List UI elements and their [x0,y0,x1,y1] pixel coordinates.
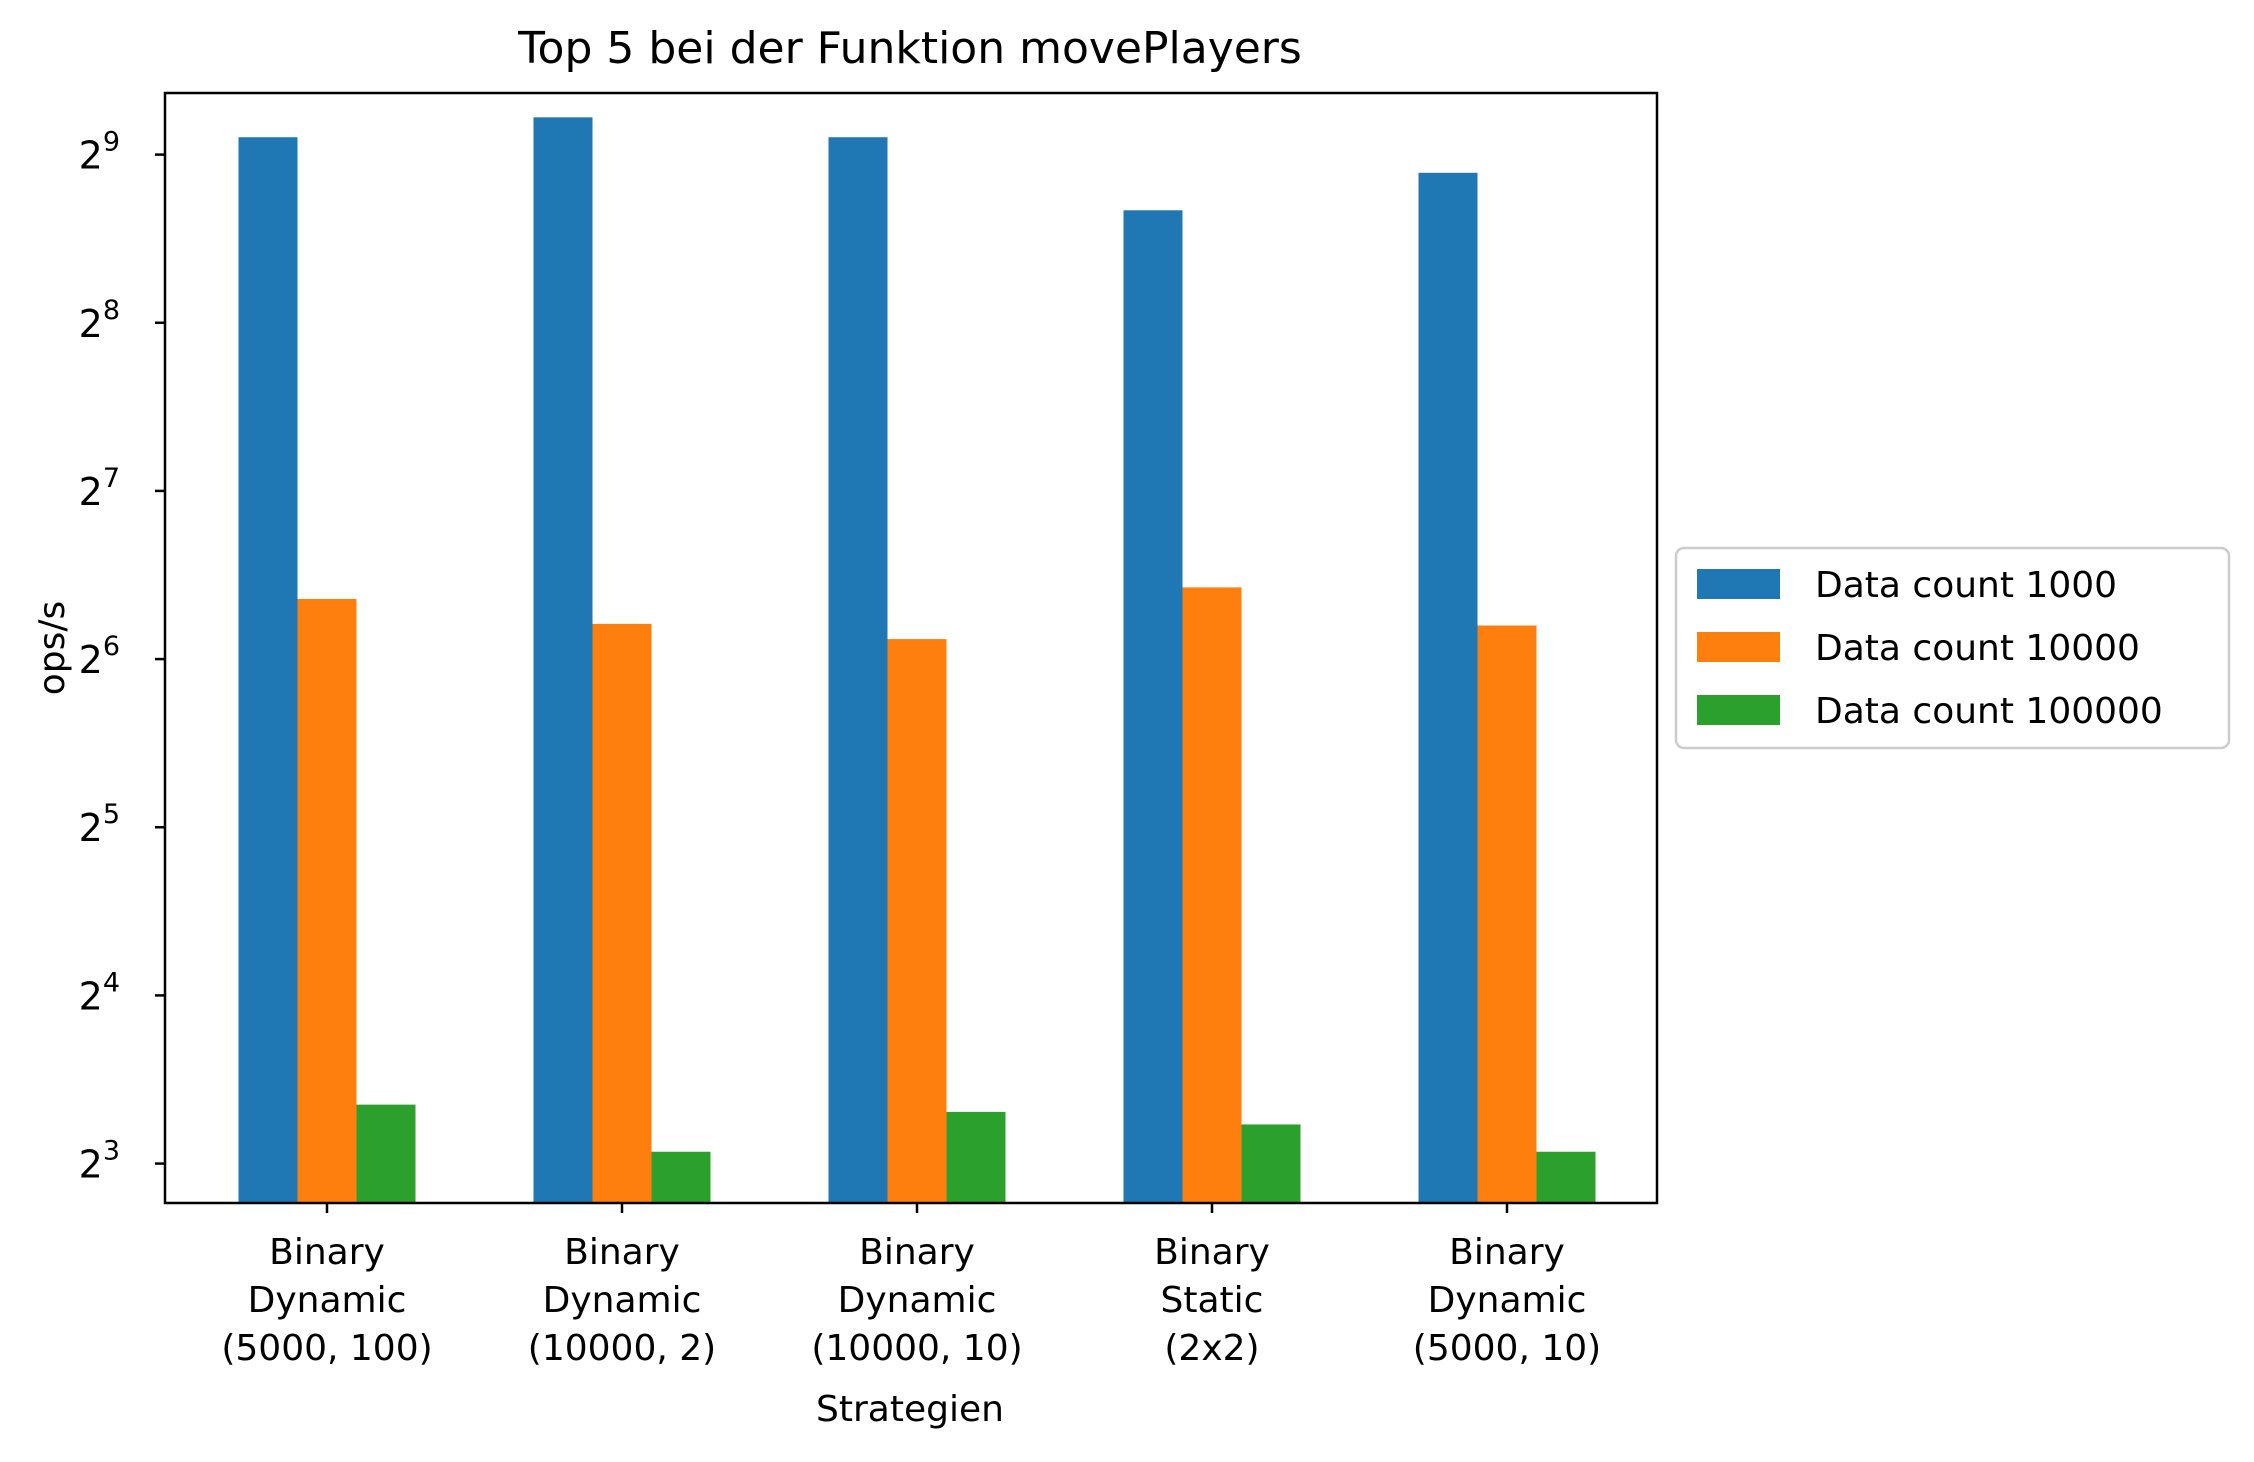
x-tick-label-line: (2x2) [1164,1328,1259,1369]
bar-1-1 [238,137,298,1204]
bar-2-5 [1477,625,1537,1203]
y-tick-exponent-5: 7 [103,463,120,494]
chart-title: Top 5 bei der Funktion movePlayers [517,23,1302,74]
x-tick-label-line: Dynamic [248,1280,407,1321]
bar-1-3 [828,137,888,1204]
bar-2-4 [1182,587,1242,1203]
axes-frame [163,91,1659,1205]
y-tick-label-5: 27 [79,463,120,514]
bar-3-5 [1536,1151,1596,1203]
x-tick-label-line: (5000, 10) [1413,1328,1601,1369]
bar-3-3 [946,1111,1006,1203]
bar-1-2 [533,117,593,1204]
legend-label-1: Data count 1000 [1815,565,2117,606]
bar-2-2 [592,623,652,1203]
x-tick-label-line: (10000, 10) [811,1328,1022,1369]
x-tick-label-line: Static [1161,1280,1264,1321]
x-tick-label-4: Binary Static (2x2) [1154,1232,1270,1369]
legend: Data count 1000 Data count 10000 Data coun… [1674,546,2231,750]
legend-swatch-2 [1697,632,1780,662]
x-tick-label-line: Dynamic [1428,1280,1587,1321]
x-tick-label-2: Binary Dynamic (10000, 2) [528,1232,716,1369]
x-tick-label-1: Binary Dynamic (5000, 100) [221,1232,432,1369]
y-axis-label: ops/s [32,601,73,696]
bar-3-2 [651,1151,711,1203]
plot-area [238,117,1596,1204]
legend-label-3: Data count 100000 [1815,691,2163,732]
y-tick-exponent-1: 3 [103,1136,120,1167]
x-tick-label-line: Dynamic [543,1280,702,1321]
legend-frame [1674,546,2231,750]
y-tick-exponent-4: 6 [103,631,120,662]
x-tick-label-line: Binary [859,1232,975,1273]
y-tick-exponent-3: 5 [103,799,120,830]
x-tick-label-line: (5000, 100) [221,1328,432,1369]
x-axis: Binary Dynamic (5000, 100) Binary Dynamic (10… [221,1203,1601,1369]
x-tick-label-line: Binary [1449,1232,1565,1273]
bar-1-5 [1418,172,1478,1204]
x-tick-label-line: (10000, 2) [528,1328,716,1369]
y-tick-label-1: 23 [79,1136,120,1187]
bar-3-4 [1241,1124,1301,1203]
legend-label-2: Data count 10000 [1815,628,2140,669]
x-tick-label-line: Binary [564,1232,680,1273]
legend-swatch-1 [1697,569,1780,599]
y-tick-exponent-6: 8 [103,295,120,326]
bar-3-1 [356,1104,416,1203]
y-tick-label-2: 24 [79,967,120,1018]
x-tick-label-line: Binary [269,1232,385,1273]
legend-swatch-3 [1697,695,1780,725]
y-tick-label-7: 29 [79,127,120,178]
x-tick-label-5: Binary Dynamic (5000, 10) [1413,1232,1601,1369]
bar-2-1 [297,598,357,1203]
bar-1-4 [1123,210,1183,1203]
x-tick-label-line: Binary [1154,1232,1270,1273]
x-tick-label-line: Dynamic [838,1280,997,1321]
x-axis-label: Strategien [816,1389,1004,1430]
y-tick-exponent-2: 4 [103,967,120,998]
x-tick-label-3: Binary Dynamic (10000, 10) [811,1232,1022,1369]
y-tick-exponent-7: 9 [103,127,120,158]
bar-2-3 [887,639,947,1203]
